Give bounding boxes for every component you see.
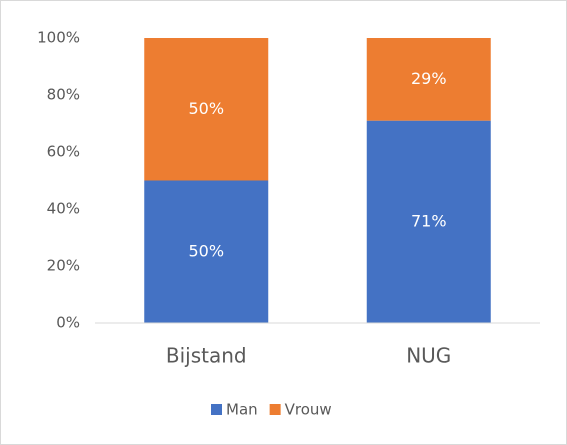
bar-segment	[366, 38, 491, 121]
data-label: 50%	[188, 99, 224, 118]
legend-swatch	[211, 404, 222, 415]
legend-label: Man	[226, 401, 258, 419]
legend-swatch	[269, 404, 281, 415]
y-tick-label: 0%	[56, 314, 80, 332]
y-tick-label: 80%	[47, 86, 80, 104]
y-tick-label: 100%	[37, 29, 80, 47]
bar-segment	[144, 38, 269, 181]
y-tick-label: 20%	[47, 257, 80, 275]
legend-label: Vrouw	[285, 401, 332, 419]
bar-segment	[366, 120, 491, 324]
bar-segment	[144, 180, 269, 323]
y-tick-label: 60%	[47, 143, 80, 161]
x-tick-label: Bijstand	[166, 344, 247, 368]
y-tick-label: 40%	[47, 200, 80, 218]
data-label: 71%	[411, 211, 447, 230]
data-label: 50%	[188, 241, 224, 260]
data-label: 29%	[411, 69, 447, 88]
x-tick-label: NUG	[406, 344, 451, 368]
